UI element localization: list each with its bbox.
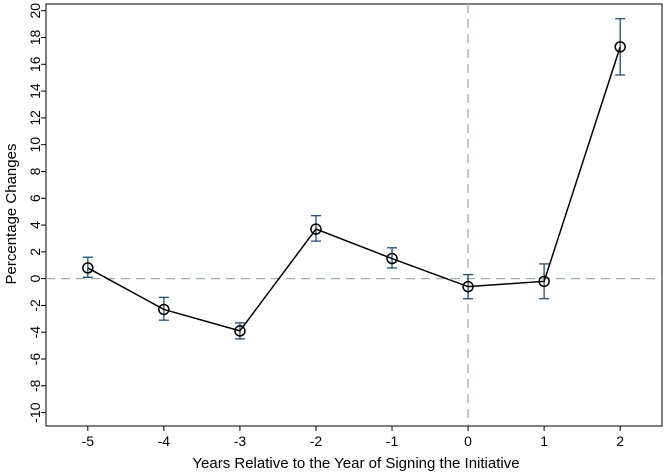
x-tick-label: 0: [464, 433, 472, 449]
data-point: [614, 41, 626, 53]
x-tick-label: -5: [82, 433, 95, 449]
y-axis-title: Percentage Changes: [3, 144, 20, 285]
x-tick-label: -3: [234, 433, 247, 449]
y-tick-label: -8: [27, 379, 43, 392]
x-tick-label: -4: [158, 433, 171, 449]
data-point: [310, 223, 322, 235]
x-axis-title: Years Relative to the Year of Signing th…: [192, 455, 519, 472]
data-point: [82, 262, 94, 274]
data-points: [82, 41, 626, 337]
y-tick-label: 14: [27, 83, 43, 99]
y-tick-label: -2: [27, 299, 43, 312]
x-tick-label: 1: [540, 433, 548, 449]
y-tick-label: 18: [27, 29, 43, 45]
data-point: [234, 325, 246, 337]
y-tick-label: -6: [27, 353, 43, 366]
data-point: [386, 252, 398, 265]
y-tick-label: 0: [27, 275, 43, 283]
axes: [41, 3, 663, 431]
y-tick-label: 4: [27, 221, 43, 229]
reference-lines: [46, 4, 662, 426]
data-point: [462, 280, 474, 293]
series-line: [87, 46, 621, 332]
y-tick-label: 10: [27, 137, 43, 153]
x-tick-label: -1: [386, 433, 399, 449]
y-tick-label: 8: [27, 167, 43, 175]
series-line-group: [87, 46, 621, 332]
y-tick-label: -10: [27, 402, 43, 422]
data-point: [158, 303, 170, 316]
y-tick-label: 20: [27, 3, 43, 19]
plot-frame: [45, 3, 663, 427]
data-point: [538, 275, 550, 288]
y-tick-label: 16: [27, 56, 43, 72]
x-tick-label: 2: [616, 433, 624, 449]
y-tick-label: 12: [27, 110, 43, 126]
y-tick-label: -4: [27, 326, 43, 339]
x-tick-label: -2: [310, 433, 323, 449]
y-tick-label: 2: [27, 248, 43, 256]
y-tick-label: 6: [27, 194, 43, 202]
